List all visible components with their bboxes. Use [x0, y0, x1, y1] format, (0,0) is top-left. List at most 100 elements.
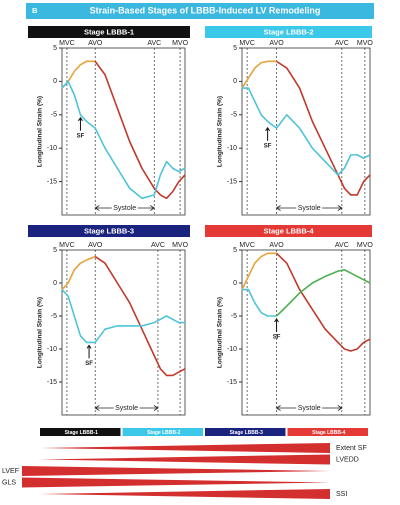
- stage-segment: [287, 428, 368, 436]
- event-label: AVC: [151, 242, 165, 249]
- event-label: MVC: [59, 40, 75, 47]
- stage-label: Stage LBBB-4: [312, 430, 346, 436]
- event-label: AVC: [335, 242, 349, 249]
- panel-title-bar: [205, 225, 372, 237]
- panel-title-bar: [205, 26, 372, 38]
- sf-arrow: [78, 116, 83, 131]
- indicator-label: SSI: [336, 491, 347, 498]
- stage-label: Stage LBBB-3: [230, 430, 264, 436]
- sf-arrow: [274, 318, 279, 332]
- y-axis-label: Longitudinal Strain (%): [217, 96, 224, 167]
- strain-curve: [61, 289, 185, 344]
- sf-label: SF: [77, 133, 85, 139]
- panel-letter: B: [32, 6, 38, 15]
- plot-frame: [61, 47, 186, 216]
- strain-curve: [61, 80, 186, 200]
- systole-label: Systole: [298, 205, 321, 212]
- trend-wedge: [40, 443, 330, 453]
- panel-title-bar: [28, 26, 190, 38]
- plot-frame: [241, 47, 371, 216]
- systole-label: Systole: [115, 405, 138, 412]
- y-tick-label: -15: [47, 178, 57, 185]
- y-tick-label: 0: [233, 280, 237, 287]
- strain-curve: [241, 60, 277, 89]
- y-tick-label: -10: [47, 145, 57, 152]
- sf-label: SF: [273, 335, 281, 341]
- y-tick-label: 0: [53, 78, 57, 85]
- y-tick-label: -15: [227, 178, 237, 185]
- y-tick-label: 0: [53, 280, 57, 287]
- event-label: AVO: [88, 40, 103, 47]
- plot-frame: [61, 249, 186, 416]
- event-label: AVO: [269, 40, 284, 47]
- y-tick-label: 5: [233, 45, 237, 52]
- panel-title: Stage LBBB-3: [84, 226, 134, 235]
- stage-label: Stage LBBB-1: [65, 430, 99, 436]
- event-label: AVO: [88, 242, 103, 249]
- indicator-label: GLS: [2, 479, 16, 486]
- event-label: MVO: [172, 40, 189, 47]
- trend-wedge: [22, 466, 330, 476]
- systole-label: Systole: [113, 205, 136, 212]
- stage-segment: [205, 428, 286, 436]
- strain-curve: [242, 87, 371, 176]
- event-label: AVC: [335, 40, 349, 47]
- indicator-label: LVEDD: [336, 456, 359, 463]
- y-tick-label: 5: [233, 247, 237, 254]
- strain-curve: [276, 60, 371, 196]
- figure-title: Strain-Based Stages of LBBB-Induced LV R…: [90, 5, 321, 15]
- y-tick-label: -10: [227, 145, 237, 152]
- trend-wedge: [40, 489, 330, 499]
- y-tick-label: -10: [47, 346, 57, 353]
- y-tick-label: 5: [53, 45, 57, 52]
- event-label: MVO: [357, 40, 374, 47]
- y-tick-label: 5: [53, 247, 57, 254]
- y-tick-label: -15: [227, 379, 237, 386]
- systole-bg: [111, 204, 138, 212]
- trend-wedge: [22, 477, 330, 488]
- y-tick-label: -15: [47, 379, 57, 386]
- event-label: AVO: [269, 242, 284, 249]
- event-label: MVC: [239, 40, 255, 47]
- event-label: MVC: [59, 242, 75, 249]
- strain-curve: [241, 252, 277, 290]
- header-bar: [26, 3, 374, 19]
- event-label: MVO: [172, 242, 189, 249]
- y-axis-label: Longitudinal Strain (%): [217, 297, 224, 368]
- y-tick-label: -5: [51, 112, 57, 119]
- panel-title: Stage LBBB-1: [84, 27, 134, 36]
- systole-bg: [113, 404, 140, 412]
- systole-bg: [296, 204, 323, 212]
- stage-segment: [40, 428, 121, 436]
- panel-title: Stage LBBB-2: [263, 27, 313, 36]
- strain-curve: [242, 288, 277, 317]
- y-tick-label: -5: [231, 112, 237, 119]
- sf-label: SF: [264, 143, 272, 149]
- y-axis-label: Longitudinal Strain (%): [37, 297, 44, 368]
- event-label: AVC: [147, 40, 161, 47]
- strain-curve: [61, 255, 96, 291]
- systole-bg: [296, 404, 323, 412]
- y-tick-label: -10: [227, 346, 237, 353]
- panel-title-bar: [28, 225, 190, 237]
- y-tick-label: 0: [233, 78, 237, 85]
- strain-curve: [94, 255, 186, 377]
- event-label: MVC: [239, 242, 255, 249]
- systole-label: Systole: [298, 405, 321, 412]
- event-label: MVO: [357, 242, 374, 249]
- strain-curve: [276, 269, 371, 317]
- sf-arrow: [265, 126, 271, 141]
- stage-segment: [122, 428, 203, 436]
- sf-arrow: [86, 344, 92, 359]
- sf-label: SF: [85, 361, 93, 367]
- stage-label: Stage LBBB-2: [147, 430, 181, 436]
- strain-curve: [276, 252, 371, 352]
- trend-wedge: [40, 454, 330, 465]
- y-axis-label: Longitudinal Strain (%): [37, 96, 44, 167]
- panel-title: Stage LBBB-4: [263, 226, 314, 235]
- plot-frame: [241, 249, 371, 416]
- indicator-label: LVEF: [2, 468, 19, 475]
- strain-curve: [94, 60, 186, 200]
- y-tick-label: -5: [231, 313, 237, 320]
